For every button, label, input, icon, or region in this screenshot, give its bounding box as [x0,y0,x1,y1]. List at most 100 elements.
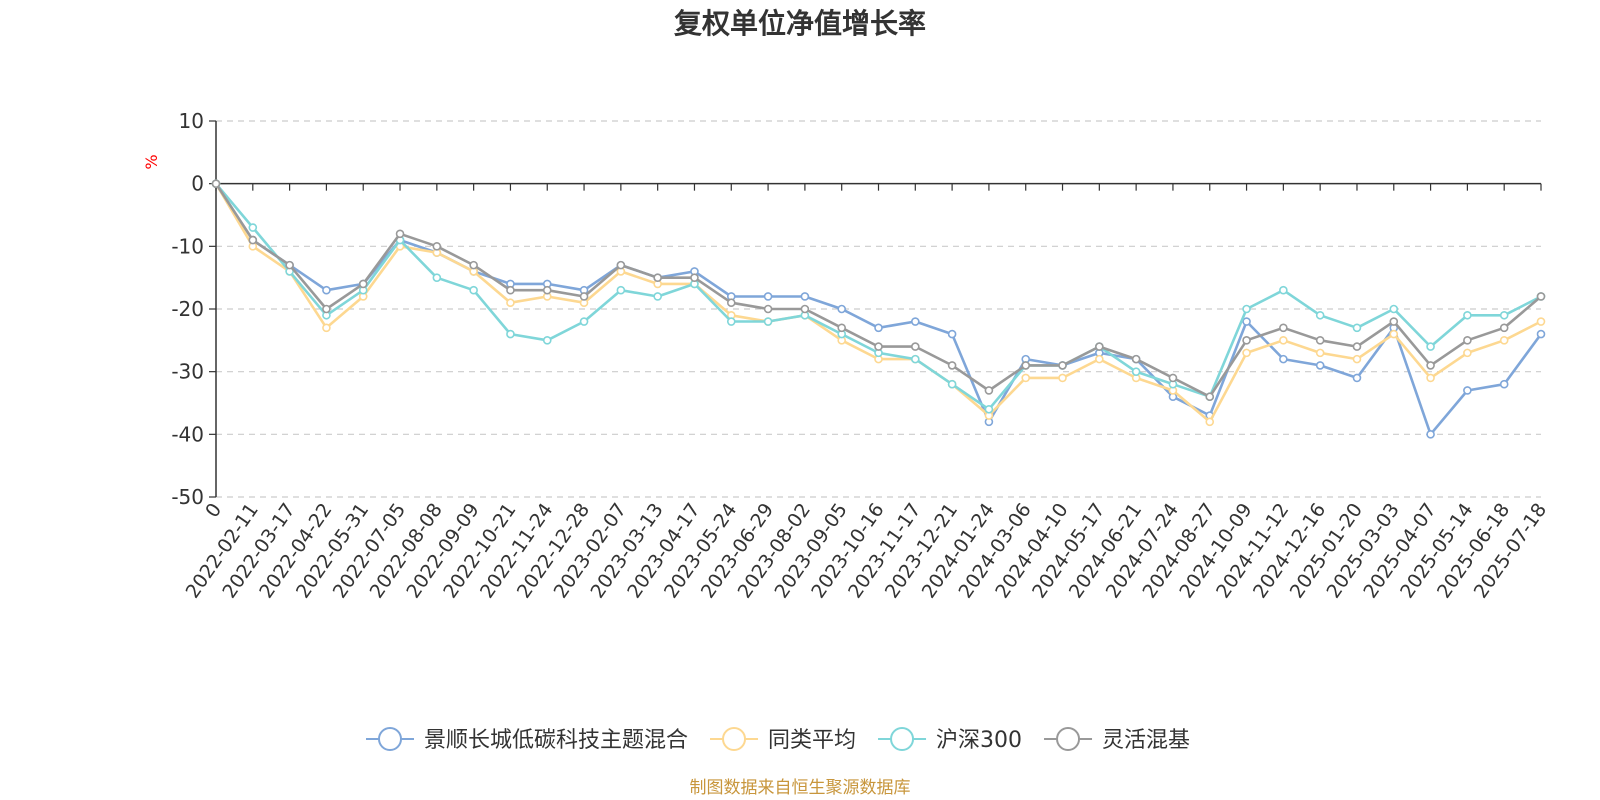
legend-marker [1056,727,1081,751]
series-point [1279,285,1288,295]
series-point [1021,361,1031,370]
series-point [1279,323,1288,333]
y-tick-label: -50 [171,485,204,509]
legend[interactable]: 景顺长城低碳科技主题混合 同类平均 沪深300 灵活混基 [366,727,1190,753]
series-point [763,304,773,314]
series-point [763,292,773,301]
series-point [395,229,405,239]
series-point [506,329,515,339]
series-point [1315,348,1325,358]
series-point [763,317,773,326]
y-tick-labels: 10 0 -10 -20 -30 -40 -50 [171,109,204,509]
series-point [984,386,994,395]
legend-label: 同类平均 [768,728,856,753]
series-line [214,183,1542,424]
legend-item[interactable]: 景顺长城低碳科技主题混合 [366,727,688,753]
series-point [616,285,626,295]
series-point [1499,379,1509,389]
series-point [1058,373,1067,383]
series-point [1426,361,1435,370]
series-group [211,179,1546,402]
legend-marker [378,727,402,751]
series-point [911,342,920,351]
series-point [542,285,552,295]
series-point [947,329,957,339]
series-point [984,404,994,414]
series-point [1058,361,1067,370]
series-point [1205,417,1215,427]
y-tick-label: 0 [191,172,204,196]
series-point [837,304,846,314]
series-point [1426,342,1435,351]
series-point [322,304,331,314]
series-point [1315,361,1325,370]
series-point [800,292,810,301]
series-point [1279,336,1288,345]
y-tick-label: -10 [171,234,204,258]
series-group [211,179,1546,414]
series-point [874,323,883,333]
series-point [1242,336,1251,345]
series-point [800,304,810,314]
series-line [214,182,1542,399]
series-point [358,279,368,289]
series-group [211,179,1546,427]
data-source-note: 制图数据来自恒生聚源数据库 [690,778,911,798]
series-lines [211,179,1546,439]
series-point [1389,304,1399,314]
legend-label: 灵活混基 [1102,728,1190,753]
series-point [1131,367,1141,376]
series-point [1463,336,1472,345]
series-point [1536,317,1546,326]
series-point [1095,342,1104,351]
series-point [1499,310,1509,320]
series-point [1315,336,1325,345]
legend-item[interactable]: 沪深300 [878,727,1022,753]
legend-item[interactable]: 同类平均 [710,727,856,753]
x-tick-label: 0 [201,499,226,522]
series-point [1536,292,1546,301]
grid-lines [216,120,1541,498]
series-point [432,273,442,282]
series-point [837,323,846,333]
series-point [1242,304,1251,314]
series-point [911,317,920,326]
legend-label: 景顺长城低碳科技主题混合 [424,728,688,753]
legend-item[interactable]: 灵活混基 [1044,727,1190,753]
series-point [579,317,589,326]
series-point [1279,354,1288,364]
series-point [616,260,626,270]
series-point [542,336,552,345]
series-point [1095,354,1104,364]
x-tick-labels: 02022-02-112022-03-172022-04-222022-05-3… [182,499,1552,602]
y-tick-label: -30 [171,360,204,384]
series-point [726,317,736,326]
series-point [322,323,331,333]
series-line [215,182,1542,411]
series-point [1389,329,1399,339]
series-point [1426,373,1435,383]
series-point [911,354,920,364]
series-point [1499,323,1509,333]
series-point [506,285,515,295]
series-point [874,342,883,351]
series-point [726,298,736,308]
series-point [248,223,258,232]
series-point [1463,386,1472,395]
y-tick-label: 10 [179,109,204,133]
series-point [1205,392,1215,402]
series-point [1315,310,1325,320]
series-point [1463,310,1472,320]
y-axis-unit: % [142,154,161,169]
legend-marker [890,727,915,751]
series-point [322,285,331,295]
series-point [690,273,699,282]
series-point [1352,373,1362,383]
series-point [211,179,221,188]
series-point [653,273,662,282]
series-point [1499,336,1509,345]
series-point [1131,354,1141,364]
y-tick-label: -40 [171,422,204,446]
y-tick-label: -20 [171,297,204,321]
